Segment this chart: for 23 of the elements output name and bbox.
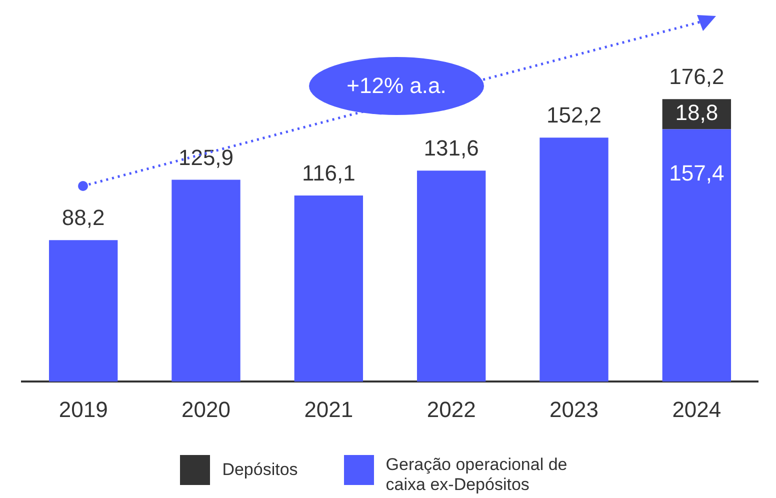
bar xyxy=(294,195,364,382)
x-tick-label: 2023 xyxy=(550,396,598,422)
legend-label: Depósitos xyxy=(222,460,298,480)
total-label: 152,2 xyxy=(546,102,602,128)
total-label: 88,2 xyxy=(62,205,105,230)
x-tick-label: 2024 xyxy=(672,396,722,422)
total-label: 131,6 xyxy=(424,136,479,161)
ellipse-badge: +12% a.a. xyxy=(309,57,484,115)
bar xyxy=(48,240,118,382)
total-label: 176,2 xyxy=(669,64,724,90)
bar xyxy=(172,180,240,382)
data-label: 157,4 xyxy=(669,160,724,186)
x-tick-label: 2022 xyxy=(426,396,476,422)
data-label: 18,8 xyxy=(675,100,718,126)
x-tick-label: 2021 xyxy=(304,396,354,422)
bar xyxy=(540,138,608,382)
total-label: 116,1 xyxy=(302,160,356,186)
legend-label: Geração operacional de caixa ex-Depósitos xyxy=(386,455,568,495)
bar xyxy=(416,170,486,382)
x-tick-label: 2019 xyxy=(58,396,108,422)
x-tick-label: 2020 xyxy=(182,396,230,422)
bar xyxy=(662,129,732,382)
total-label: 125,9 xyxy=(178,144,234,170)
